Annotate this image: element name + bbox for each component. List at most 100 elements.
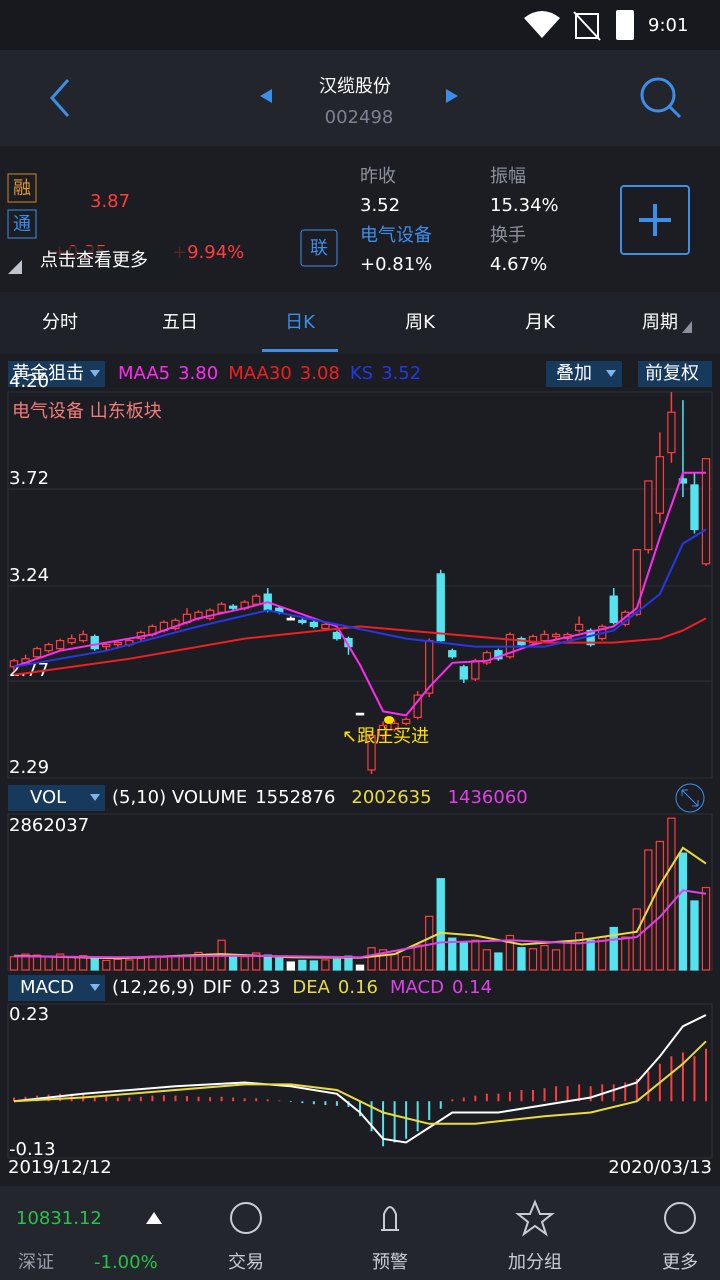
legend-text: 2002635 xyxy=(351,787,431,808)
volume-bar xyxy=(401,956,411,971)
header xyxy=(0,50,720,146)
back-button[interactable] xyxy=(49,79,70,117)
volume-bar xyxy=(678,852,688,971)
tab[interactable]: 分时 xyxy=(42,312,78,333)
volume-bar xyxy=(609,926,618,971)
candle-body xyxy=(667,411,676,454)
badge: 融 xyxy=(13,178,31,199)
prev-stock[interactable] xyxy=(260,89,272,103)
candle-body xyxy=(367,734,376,771)
volume-bar xyxy=(471,939,480,971)
hint-arrow xyxy=(8,260,22,274)
nav-label[interactable]: 更多 xyxy=(662,1252,698,1273)
candle-body xyxy=(32,648,42,658)
volume-bar xyxy=(275,957,284,971)
group-icon xyxy=(515,1199,555,1237)
next-stock[interactable] xyxy=(446,89,458,103)
macd-selector[interactable] xyxy=(8,975,105,1001)
candle-body xyxy=(528,635,538,644)
volume-bar xyxy=(286,961,295,971)
volume-bar xyxy=(413,944,422,971)
candle-body xyxy=(655,456,665,514)
legend-text: KS xyxy=(350,363,373,384)
vol-legend: (5,10) VOLUME 1552876 2002635 1436060 xyxy=(112,787,528,808)
candle-body xyxy=(55,639,65,650)
legend-text: DEA xyxy=(292,977,330,998)
volume-bar xyxy=(655,840,665,971)
link-badge-box[interactable] xyxy=(300,229,338,267)
indicator-selector[interactable] xyxy=(8,361,105,387)
tab-indicator xyxy=(262,349,338,352)
legend-text: MACD xyxy=(390,977,444,998)
tab[interactable]: 五日 xyxy=(162,312,198,333)
tabs: 分时 五日 日K 周K 月K 周期 xyxy=(42,312,678,352)
date-end: 2020/03/13 xyxy=(608,1157,712,1178)
dropdown-arrow xyxy=(90,984,100,991)
dropdown-arrow xyxy=(606,370,616,377)
volume-bar xyxy=(55,953,65,971)
hint[interactable]: 点击查看更多 xyxy=(40,250,148,271)
candle-body xyxy=(401,718,411,725)
candle-body xyxy=(79,633,88,642)
legend-text: 0.23 xyxy=(240,977,280,998)
candle-body xyxy=(44,644,53,652)
volume-bar xyxy=(494,952,503,971)
expand-icon xyxy=(681,789,699,807)
indicator-line xyxy=(13,1014,707,1144)
badge-box xyxy=(7,209,37,239)
legend-text: (5,10) VOLUME xyxy=(112,787,247,808)
volume-bar xyxy=(551,949,561,971)
candle-body xyxy=(286,617,295,621)
tab-bar xyxy=(0,292,720,354)
nav-label[interactable]: 加分组 xyxy=(508,1252,562,1273)
candle-body xyxy=(298,619,307,623)
volume-bar xyxy=(21,953,30,971)
candle-body xyxy=(355,712,365,716)
legend-text: 0.16 xyxy=(338,977,378,998)
volume-bar xyxy=(194,951,203,971)
expand-button[interactable] xyxy=(675,783,705,813)
badge-box xyxy=(7,173,37,203)
candle-body xyxy=(113,641,122,646)
signal-label: ↖跟庄买进 xyxy=(342,726,429,747)
y-tick-label: 0.23 xyxy=(9,1004,49,1025)
vol-selector[interactable] xyxy=(8,785,105,811)
volume-bar xyxy=(263,954,272,971)
stat-value: 4.67% xyxy=(490,254,547,275)
candle-body xyxy=(540,633,549,642)
candle-body xyxy=(574,623,584,632)
battery-icon xyxy=(616,10,634,40)
candle-body xyxy=(252,595,261,605)
candle-body xyxy=(448,650,457,658)
macd-legend: (12,26,9) DIF 0.23 DEA 0.16 MACD 0.14 xyxy=(112,977,492,998)
plus-icon xyxy=(639,204,671,236)
price-change-pct: +9.94% xyxy=(172,242,244,263)
price-legend: MAA5 3.80 MAA30 3.08 KS 3.52 xyxy=(118,363,421,384)
nav-label[interactable]: 交易 xyxy=(228,1252,264,1273)
volume-bar xyxy=(528,948,538,971)
tab[interactable]: 周K xyxy=(405,312,436,333)
signal-icon xyxy=(573,11,601,41)
volume-bar xyxy=(332,958,342,971)
tab[interactable]: 周期 xyxy=(642,312,678,333)
trade-icon xyxy=(230,1202,262,1234)
stat-value: +0.81% xyxy=(360,254,432,275)
period-arrow xyxy=(682,321,692,333)
nav-label[interactable]: 预警 xyxy=(372,1252,408,1273)
volume-bar xyxy=(632,908,641,971)
volume-bar xyxy=(321,959,330,971)
volume-bar xyxy=(436,878,445,971)
vol-selector-label: VOL xyxy=(30,787,66,808)
indicator-line xyxy=(13,846,707,960)
tab[interactable]: 月K xyxy=(525,312,556,333)
search-button[interactable] xyxy=(640,77,676,113)
volume-bar xyxy=(79,955,88,971)
volume-bar xyxy=(540,944,549,971)
candle-body xyxy=(459,666,468,680)
volume-bar xyxy=(252,952,261,971)
indicator-line xyxy=(13,528,707,668)
adjust-button[interactable] xyxy=(638,361,712,387)
sector-label[interactable]: 电气设备 xyxy=(360,225,432,246)
tab[interactable]: 日K xyxy=(285,312,316,333)
